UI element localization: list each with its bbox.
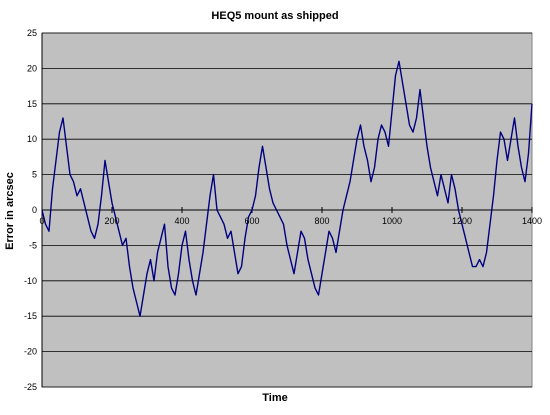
- y-tick-label: 15: [27, 99, 37, 109]
- y-tick-label: -5: [29, 240, 37, 250]
- x-tick-label: 1200: [452, 216, 472, 226]
- x-tick-label: 0: [39, 216, 44, 226]
- chart-title: HEQ5 mount as shipped: [211, 10, 339, 22]
- x-tick-label: 800: [314, 216, 329, 226]
- y-tick-label: -15: [24, 311, 37, 321]
- x-axis-title: Time: [262, 392, 288, 404]
- x-tick-label: 400: [174, 216, 189, 226]
- y-tick-label: -25: [24, 382, 37, 392]
- series-layer: [41, 60, 533, 317]
- y-tick-labels: -25 -20 -15 -10 -5 0 5 10 15 20 25: [24, 28, 37, 392]
- series-line-0: [41, 60, 533, 317]
- y-tick-label: 25: [27, 28, 37, 38]
- y-tick-label: -10: [24, 276, 37, 286]
- x-tick-labels: 0 200 400 600 800 1000 1200 1400: [39, 216, 542, 226]
- y-tick-label: 5: [32, 170, 37, 180]
- y-tick-label: 20: [27, 63, 37, 73]
- x-tick-label: 200: [104, 216, 119, 226]
- x-tick-label: 1000: [382, 216, 402, 226]
- x-tick-label: 600: [244, 216, 259, 226]
- y-tick-label: -20: [24, 347, 37, 357]
- y-tick-label: 0: [32, 205, 37, 215]
- x-tick-label: 1400: [522, 216, 542, 226]
- y-tick-label: 10: [27, 134, 37, 144]
